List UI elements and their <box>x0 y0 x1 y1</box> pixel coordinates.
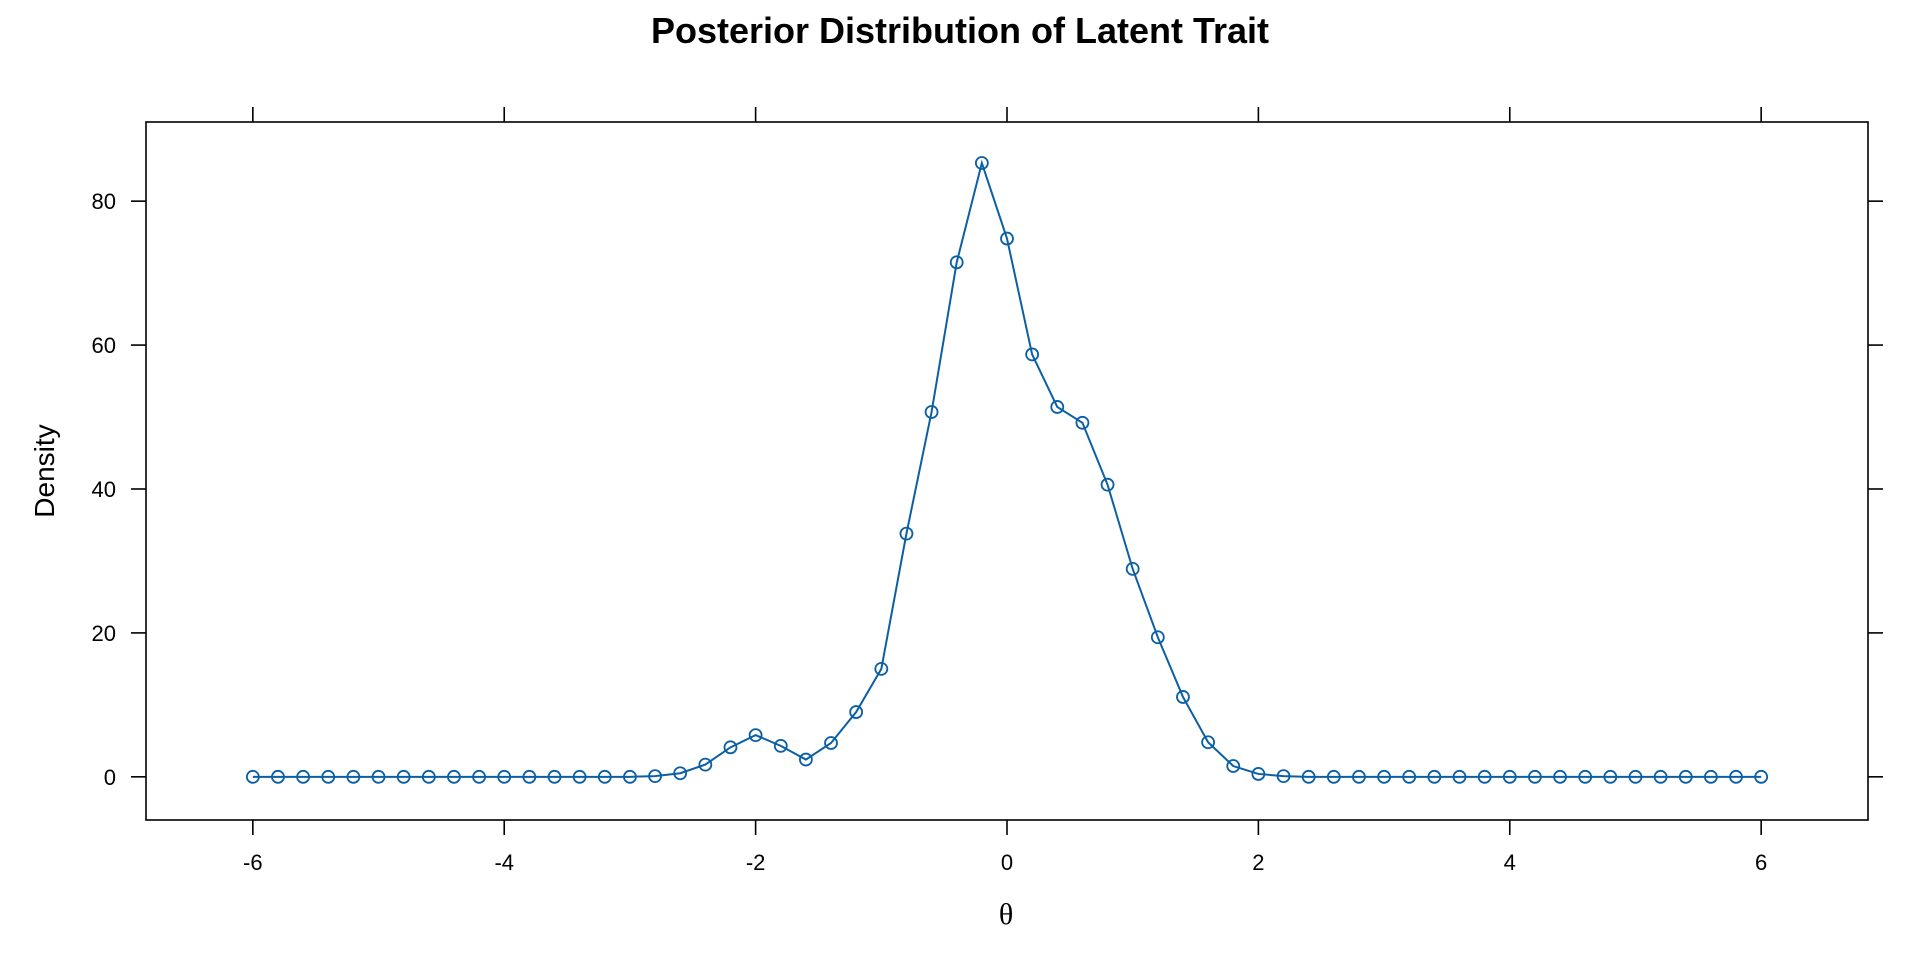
x-tick-label: 2 <box>1252 850 1264 875</box>
data-point-3 <box>321 769 336 784</box>
data-point-9 <box>472 769 486 784</box>
data-point-44 <box>1352 769 1366 784</box>
data-point-55 <box>1628 769 1643 784</box>
data-point-13 <box>572 769 587 784</box>
data-point-14 <box>597 769 612 784</box>
y-axis-label: Density <box>29 424 60 517</box>
x-tick-label: -4 <box>494 850 514 875</box>
data-point-11 <box>522 769 537 784</box>
data-point-57 <box>1678 769 1693 784</box>
data-point-12 <box>547 769 562 784</box>
data-point-1 <box>271 769 285 784</box>
data-point-33 <box>1075 415 1090 430</box>
data-point-52 <box>1553 769 1567 784</box>
x-axis-label: θ <box>999 898 1013 931</box>
data-point-27 <box>924 405 939 419</box>
data-point-42 <box>1301 769 1316 784</box>
y-tick-label: 80 <box>92 189 116 214</box>
series-points <box>245 156 1769 784</box>
y-tick-label: 60 <box>92 333 116 358</box>
x-axis-ticks: -6 -4 -2 0 2 4 6 <box>243 107 1767 875</box>
x-tick-label: 0 <box>1001 850 1013 875</box>
data-point-25 <box>874 661 889 676</box>
data-point-22 <box>798 752 813 767</box>
plot-frame <box>145 121 1869 821</box>
y-tick-label: 20 <box>92 621 116 646</box>
data-point-4 <box>346 769 361 784</box>
data-point-40 <box>1251 767 1266 781</box>
data-point-6 <box>396 769 411 784</box>
x-tick-label: -6 <box>243 850 263 875</box>
data-point-60 <box>1754 769 1769 784</box>
data-point-48 <box>1452 769 1467 784</box>
data-point-21 <box>773 738 788 753</box>
data-point-53 <box>1578 769 1593 784</box>
y-tick-label: 0 <box>104 765 116 790</box>
data-point-10 <box>497 769 512 784</box>
x-tick-label: -2 <box>746 850 766 875</box>
data-point-39 <box>1226 759 1241 773</box>
data-point-46 <box>1402 769 1417 784</box>
data-point-15 <box>623 769 637 784</box>
data-point-51 <box>1528 769 1542 784</box>
data-point-50 <box>1502 769 1517 784</box>
data-point-28 <box>949 255 964 270</box>
data-point-47 <box>1427 769 1442 784</box>
y-tick-label: 40 <box>92 477 116 502</box>
data-point-5 <box>371 769 386 784</box>
data-point-34 <box>1100 477 1115 492</box>
data-point-0 <box>245 769 260 784</box>
data-point-36 <box>1150 630 1165 645</box>
y-axis-ticks: 0 20 40 60 80 <box>92 189 1883 790</box>
data-point-41 <box>1276 769 1291 784</box>
data-point-18 <box>698 757 713 772</box>
data-point-37 <box>1176 690 1190 704</box>
chart-title: Posterior Distribution of Latent Trait <box>651 10 1269 51</box>
data-point-17 <box>673 766 688 781</box>
series-line <box>252 159 1762 778</box>
data-point-26 <box>899 526 914 541</box>
data-point-54 <box>1603 769 1618 784</box>
data-point-8 <box>447 769 461 784</box>
data-point-38 <box>1201 735 1216 750</box>
data-point-56 <box>1653 769 1668 784</box>
data-point-43 <box>1326 769 1341 784</box>
data-point-32 <box>1050 400 1065 414</box>
data-point-30 <box>1000 231 1014 246</box>
data-point-49 <box>1477 769 1492 784</box>
data-point-7 <box>421 769 436 784</box>
data-point-58 <box>1703 769 1718 784</box>
data-point-20 <box>748 728 763 742</box>
density-line <box>252 159 1762 778</box>
data-point-29 <box>974 156 989 170</box>
data-point-59 <box>1729 769 1743 784</box>
data-point-31 <box>1025 347 1040 362</box>
data-point-35 <box>1125 561 1140 576</box>
x-tick-label: 6 <box>1755 850 1767 875</box>
data-point-16 <box>648 769 662 784</box>
data-point-45 <box>1377 769 1391 784</box>
x-tick-label: 4 <box>1504 850 1516 875</box>
data-point-24 <box>849 705 864 719</box>
data-point-23 <box>824 736 838 750</box>
data-point-19 <box>723 740 738 755</box>
data-point-2 <box>296 769 311 784</box>
